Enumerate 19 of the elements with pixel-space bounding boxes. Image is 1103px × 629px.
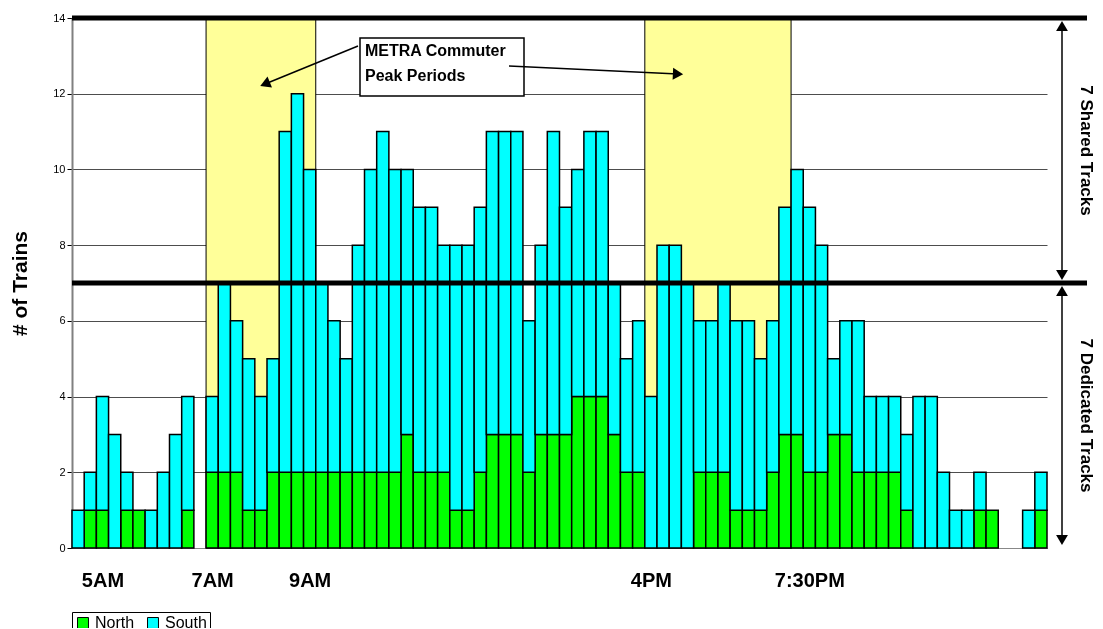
text: 7 Shared Tracks — [1077, 85, 1096, 216]
y-tick-label: 4 — [59, 390, 66, 403]
y-tick-label: 0 — [59, 541, 66, 554]
x-tick-label: 4PM — [630, 568, 672, 591]
y-tick-label: 8 — [59, 238, 66, 251]
x-tick-label: 9AM — [289, 568, 332, 591]
y-tick-label: 10 — [53, 162, 66, 175]
legend-label: North — [95, 614, 135, 629]
x-tick-label: 7AM — [191, 568, 234, 591]
x-tick-label: 5AM — [81, 568, 125, 591]
legend-label: South — [165, 614, 207, 629]
x-tick-label: 7:30PM — [774, 568, 845, 591]
y-axis-title: # of Trains — [8, 230, 32, 337]
y-tick-label: 2 — [59, 465, 66, 478]
y-tick-label: 14 — [53, 11, 66, 24]
annotation: METRA Commuter Peak Periods — [365, 42, 506, 84]
text: 7 Dedicated Tracks — [1077, 338, 1096, 493]
y-tick-label: 6 — [59, 314, 66, 327]
y-tick-label: 12 — [53, 87, 66, 100]
